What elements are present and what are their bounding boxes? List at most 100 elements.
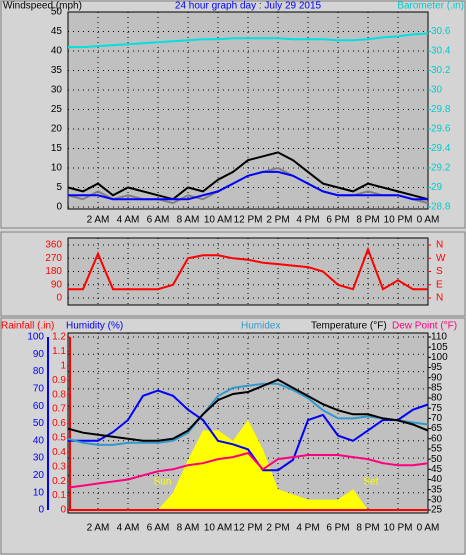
y-tick-label: N [436,240,443,251]
y-tick-label: 0 [56,202,62,213]
x-tick-label: 4 AM [117,523,140,534]
header-y2label: Barometer (.in) [397,1,464,12]
y-tick-label: 60 [33,401,45,412]
y-tick-label: 60 [431,433,443,444]
x-tick-label: 12 PM [234,215,263,226]
x-tick-label: 6 PM [326,523,349,534]
y-tick-label: 105 [431,342,448,353]
y-tick-label: 30 [431,85,443,96]
y-tick-label: W [436,253,446,264]
x-tick-label: 8 PM [356,523,379,534]
y-tick-label: 29.8 [431,104,451,115]
y-tick-label: 30.6 [431,26,451,37]
y-tick-label: 40 [431,474,443,485]
y-tick-label: 0.6 [52,418,66,429]
y-tick-label: 28.8 [431,202,451,213]
x-tick-label: 0 AM [417,523,440,534]
x-tick-label: 10 AM [204,523,232,534]
legend-entry: Humidex [241,321,280,332]
x-tick-label: 12 PM [234,523,263,534]
line [67,451,429,489]
y-tick-label: 65 [431,423,443,434]
x-tick-label: 2 PM [266,523,289,534]
annotation: Sun [154,477,172,488]
y-tick-label: 35 [431,484,443,495]
legend-entry: Temperature (°F) [311,321,387,332]
legend-entry: Dew Point (°F) [392,321,457,332]
y-tick-label: 110 [431,332,447,343]
y-tick-label: 45 [51,26,63,37]
y-tick-label: 0.9 [52,375,66,386]
y-tick-label: 0.1 [52,490,66,501]
y-tick-label: 0.3 [52,461,66,472]
line [68,32,429,49]
x-tick-label: 6 PM [326,215,349,226]
y-tick-label: 0.7 [52,404,66,415]
x-tick-label: 10 PM [384,215,413,226]
y-tick-label: 0.2 [52,476,66,487]
y-tick-label: 85 [431,383,443,394]
y-tick-label: 55 [431,444,443,455]
line [67,151,429,201]
line [68,170,428,201]
y-tick-label: 30 [431,494,443,505]
y-tick-label: 360 [45,240,62,251]
y-tick-label: 30.4 [431,46,451,57]
y-tick-label: 10 [51,163,63,174]
y-tick-label: 25 [51,104,63,115]
y-tick-label: 80 [431,393,443,404]
y-tick-label: 40 [51,46,63,57]
header-title: 24 hour graph day : July 29 2015 [175,1,322,12]
y-tick-label: 270 [45,253,62,264]
y-tick-label: 95 [431,362,443,373]
y-tick-label: 0 [56,293,62,304]
line [68,246,428,291]
y-tick-label: 30.2 [431,65,451,76]
y-tick-label: 1 [60,360,66,371]
annotation: Set [363,477,378,488]
y-tick-label: 70 [33,384,45,395]
legend-entry: Humidity (%) [66,321,123,332]
y-tick-label: 40 [33,435,45,446]
plot-area [67,11,429,210]
y-tick-label: 0.5 [52,433,66,444]
x-tick-label: 8 PM [356,215,379,226]
y-tick-label: 20 [33,470,45,481]
y-tick-label: 70 [431,413,443,424]
y-tick-label: 15 [51,143,63,154]
x-tick-label: 4 PM [296,215,319,226]
y-tick-label: 50 [33,418,45,429]
y-tick-label: 29.2 [431,163,451,174]
area [68,420,428,510]
x-tick-label: 4 AM [117,215,140,226]
x-tick-label: 8 AM [177,523,200,534]
y-tick-label: 0 [60,505,66,516]
y-tick-label: 90 [431,372,443,383]
x-tick-label: 6 AM [147,523,170,534]
y-tick-label: E [436,279,443,290]
x-tick-label: 2 AM [87,523,110,534]
y-tick-label: 180 [45,266,62,277]
y-tick-label: 1.1 [52,346,66,357]
y-tick-label: 0.4 [52,447,66,458]
y-tick-label: N [436,293,443,304]
y-tick-label: 29 [431,182,443,193]
x-tick-label: 6 AM [147,215,170,226]
x-tick-label: 10 AM [204,215,232,226]
legend-entry: Rainfall (.in) [1,321,54,332]
x-tick-label: 4 PM [296,523,319,534]
y-tick-label: 90 [33,349,45,360]
y-tick-label: 10 [33,487,45,498]
header-ylabel: Windspeed (mph) [3,1,82,12]
y-tick-label: 50 [431,454,443,465]
y-tick-label: 35 [51,65,63,76]
x-tick-label: 2 AM [87,215,110,226]
y-tick-label: 30 [33,453,45,464]
y-tick-label: 29.4 [431,143,451,154]
line [67,382,429,446]
x-tick-label: 0 AM [417,215,440,226]
x-tick-label: 2 PM [266,215,289,226]
y-tick-label: 30 [51,85,63,96]
